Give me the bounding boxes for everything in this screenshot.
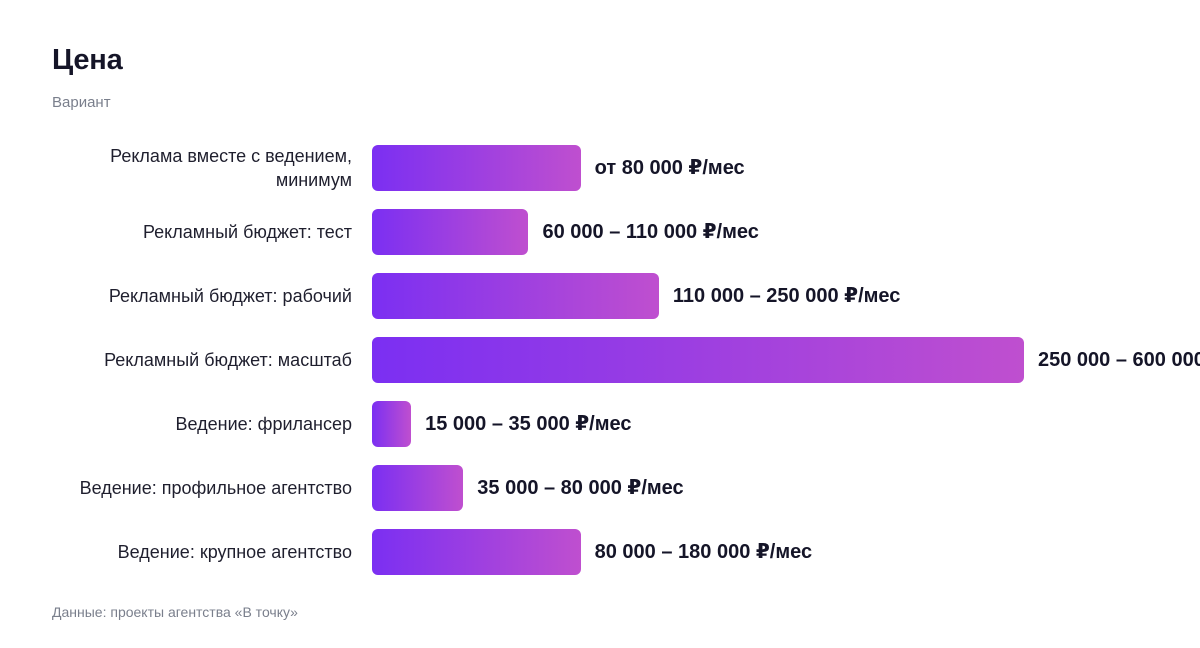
category-label: Рекламный бюджет: масштаб [104, 350, 352, 370]
chart-subtitle: Вариант [52, 94, 111, 111]
bar [372, 145, 581, 191]
bar-value-label: 80 000 – 180 000 ₽/мес [594, 541, 813, 563]
bar [372, 273, 659, 319]
category-label: Ведение: крупное агентство [117, 542, 352, 562]
category-label: Реклама вместе с ведением, минимум [110, 146, 352, 190]
bar-value-label: 35 000 – 80 000 ₽/мес [477, 477, 684, 499]
bar [372, 209, 529, 255]
category-label: Ведение: профильное агентство [79, 478, 352, 498]
bar-value-label: 60 000 – 110 000 ₽/мес [542, 221, 759, 243]
bar-value-label: 110 000 – 250 000 ₽/мес [672, 285, 901, 307]
bar [372, 337, 1024, 383]
category-label: Ведение: фрилансер [175, 414, 353, 434]
bar [372, 401, 412, 447]
bar [372, 465, 464, 511]
bar-value-label: от 80 000 ₽/мес [594, 157, 745, 179]
chart-title: Цена [52, 44, 123, 76]
category-label: Рекламный бюджет: тест [142, 222, 352, 242]
chart-source-note: Данные: проекты агентства «В точку» [52, 604, 298, 620]
bar [372, 529, 581, 575]
bar-value-label: 15 000 – 35 000 ₽/мес [425, 413, 632, 435]
category-label: Рекламный бюджет: рабочий [108, 286, 352, 306]
bar-value-label: 250 000 – 600 000 ₽/мес [1038, 349, 1200, 371]
